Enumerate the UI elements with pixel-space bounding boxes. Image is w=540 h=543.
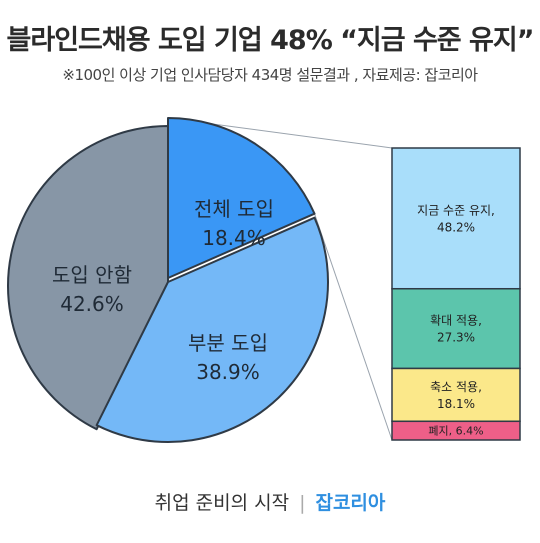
bar-segment-1 — [391, 147, 521, 290]
footer-separator: | — [299, 492, 306, 514]
pie-slice-3 — [7, 125, 169, 431]
bar-segment-label: 지금 수준 유지, — [417, 203, 495, 217]
footer-brand: 잡코리아 — [315, 492, 386, 514]
footer-tagline: 취업 준비의 시작 — [154, 492, 290, 514]
pie-slice-value: 18.4% — [202, 226, 266, 250]
pie-slice-value: 42.6% — [60, 292, 124, 316]
bar-segment-label: 축소 적용, — [430, 380, 482, 394]
pie-chart — [7, 117, 329, 443]
connector-line-bottom — [314, 213, 393, 441]
bar-segment-name: 폐지, — [428, 425, 455, 438]
pie-labels: 전체 도입 18.4% 부분 도입 38.9% 도입 안함 42.6% — [52, 197, 274, 384]
pie-slice-label: 부분 도입 — [188, 331, 268, 355]
bar-labels: 지금 수준 유지, 48.2% 확대 적용, 27.3% 축소 적용, 18.1% 폐지, … — [417, 203, 495, 437]
pie-slice-1 — [167, 117, 316, 279]
bar-segment-value: 48.2% — [437, 220, 475, 234]
bar-segment-value: 6.4% — [456, 425, 484, 438]
chart-title: 블라인드채용 도입 기업 48% “지금 수준 유지” — [6, 25, 535, 56]
footer: 취업 준비의 시작 | 잡코리아 — [0, 488, 540, 515]
pie-slice-2 — [95, 216, 329, 443]
bar-segment-3 — [391, 367, 521, 423]
bar-segment-2 — [391, 287, 521, 370]
bar-segment-4 — [391, 420, 521, 441]
pie-slice-label: 전체 도입 — [194, 197, 274, 221]
bar-segment-label: 폐지, 6.4% — [428, 425, 483, 438]
chart-subtitle: ※100인 이상 기업 인사담당자 434명 설문결과 , 자료제공: 잡코리아 — [62, 66, 478, 84]
bar-segment-label: 확대 적용, — [430, 314, 482, 328]
bar-segment-value: 18.1% — [437, 397, 475, 411]
pie-slice-label: 도입 안함 — [52, 263, 132, 287]
bar-segment-value: 27.3% — [437, 331, 475, 345]
stacked-bar — [391, 147, 521, 441]
pie-slice-value: 38.9% — [196, 360, 260, 384]
